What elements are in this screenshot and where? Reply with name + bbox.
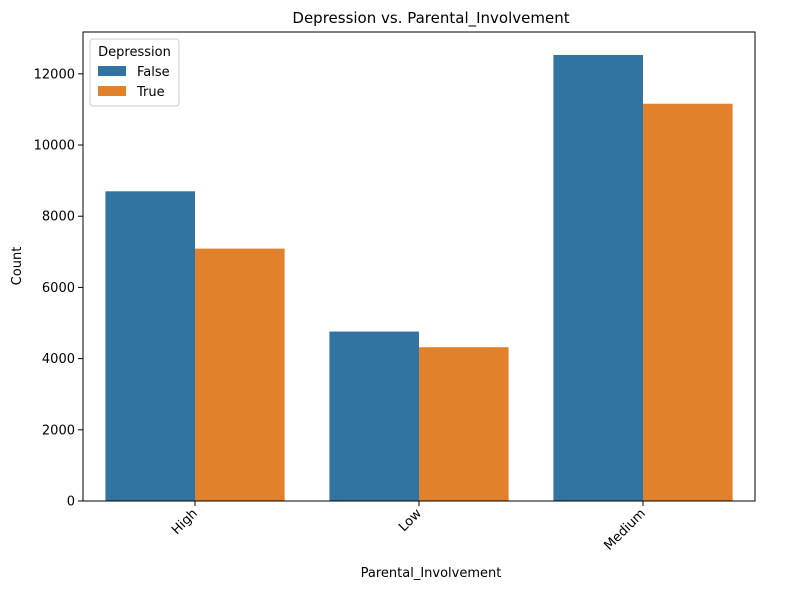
y-tick-label: 12000 <box>34 67 75 82</box>
legend-swatch-true <box>98 86 126 96</box>
legend-swatch-false <box>98 66 126 76</box>
bars-group <box>105 54 733 502</box>
bar-high-true <box>195 248 285 501</box>
x-axis-label: Parental_Involvement <box>361 566 502 581</box>
legend-title: Depression <box>98 45 171 60</box>
bar-low-false <box>329 331 419 501</box>
chart-title: Depression vs. Parental_Involvement <box>292 9 569 28</box>
y-tick-label: 6000 <box>42 281 75 296</box>
y-tick-label: 10000 <box>34 139 75 154</box>
bar-medium-true <box>643 103 733 502</box>
legend: Depression False True <box>89 38 180 107</box>
bar-high-false <box>105 191 195 501</box>
bar-low-true <box>419 347 509 501</box>
bar-medium-false <box>553 54 643 501</box>
y-tick-label: 4000 <box>42 352 75 367</box>
legend-label-false: False <box>137 65 170 80</box>
y-tick-label: 8000 <box>42 210 75 225</box>
y-tick-label: 0 <box>67 495 75 510</box>
legend-label-true: True <box>136 85 165 100</box>
y-axis: 0 2000 4000 6000 8000 10000 12000 <box>34 67 83 510</box>
y-tick-label: 2000 <box>42 423 75 438</box>
y-axis-label: Count <box>10 247 25 286</box>
plot-frame <box>82 31 756 502</box>
